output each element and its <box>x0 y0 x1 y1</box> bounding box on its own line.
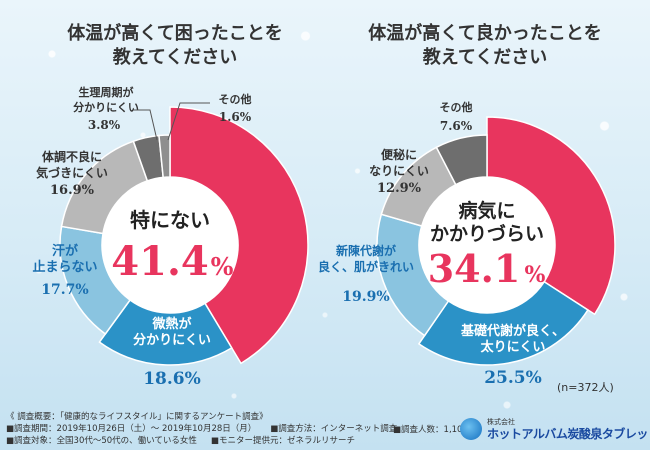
left-slice-label: 体調不良に <box>42 149 102 164</box>
left-chart-title: 体温が高くて困ったことを 教えてください <box>67 23 283 68</box>
right-slice-label: 太りにくい <box>480 339 546 355</box>
left-slice-label: 気づきにくい <box>36 165 108 180</box>
right-chart-title: 体温が高くて良かったことを 教えてください <box>368 23 602 68</box>
right-slice-label: その他 <box>440 100 473 114</box>
left-center-percent: % <box>211 252 234 281</box>
right-slice-label: 便秘に <box>381 147 417 162</box>
right-slice-label: 良く、肌がきれい <box>318 259 414 274</box>
left-slice-label: 止まらない <box>32 259 97 275</box>
left-slice-pct: 18.6% <box>143 369 201 389</box>
left-leader-line <box>167 102 210 141</box>
left-slice-label: 生理周期が <box>79 85 134 99</box>
logo-company: 株式会社 <box>487 418 515 426</box>
right-center-disc <box>419 177 555 313</box>
left-slice-pct: 1.6% <box>219 110 252 124</box>
right-slice-pct: 25.5% <box>484 368 542 388</box>
left-leader-line <box>133 109 158 141</box>
left-slice-pct: 17.7% <box>41 282 88 298</box>
company-logo: 株式会社 ホットアルバム炭酸泉タブレット <box>460 414 650 444</box>
left-slice-pct: 16.9% <box>50 183 95 198</box>
left-slice-label: 汗が <box>52 243 78 259</box>
right-slice-pct: 19.9% <box>342 289 389 305</box>
right-donut <box>376 116 616 366</box>
left-center-label: 特にない <box>130 208 210 232</box>
left-center-disc <box>102 177 238 313</box>
left-slice-label: 分かりにくい <box>133 332 211 348</box>
right-center-label: 病気に <box>458 199 515 222</box>
left-slice-pct: 3.8% <box>88 118 121 132</box>
sample-size: (n=372人) <box>557 381 614 394</box>
left-slice-label: その他 <box>219 92 252 106</box>
right-slice-label: なりにくい <box>369 164 429 178</box>
right-slice-label: 新陳代謝が <box>336 243 396 258</box>
left-slice-label: 分かりにくい <box>73 100 139 114</box>
logo-name: ホットアルバム炭酸泉タブレット <box>487 427 650 441</box>
right-slice-label: 基礎代謝が良く、 <box>460 323 565 339</box>
logo-icon <box>460 418 482 440</box>
right-slice-pct: 12.9% <box>377 181 422 196</box>
left-center-value: 41.4 <box>111 238 208 285</box>
right-center-percent: % <box>525 262 546 288</box>
survey-footer: 《 調査概要：「健康的なライフスタイル」に関するアンケート調査》 ■調査期間：2… <box>6 411 406 447</box>
footer-subjects: ■調査対象：全国30代～50代の、働いている女性 <box>6 436 197 446</box>
left-slice-label: 微熱が <box>151 316 191 332</box>
footer-provider: ■モニター提供元：ゼネラルリサーチ <box>210 436 355 446</box>
right-slice-pct: 7.6% <box>440 119 473 133</box>
right-center-value: 34.1 <box>428 246 521 291</box>
footer-overview: 《 調査概要：「健康的なライフスタイル」に関するアンケート調査》 <box>6 412 268 422</box>
footer-period: ■調査期間：2019年10月26日（土）～ 2019年10月28日（月） <box>6 424 257 434</box>
footer-method: ■調査方法：インターネット調査 <box>270 424 398 434</box>
footer-count: ■調査人数：1,103人 <box>393 425 477 435</box>
right-center-label: かかりづらい <box>430 223 544 245</box>
